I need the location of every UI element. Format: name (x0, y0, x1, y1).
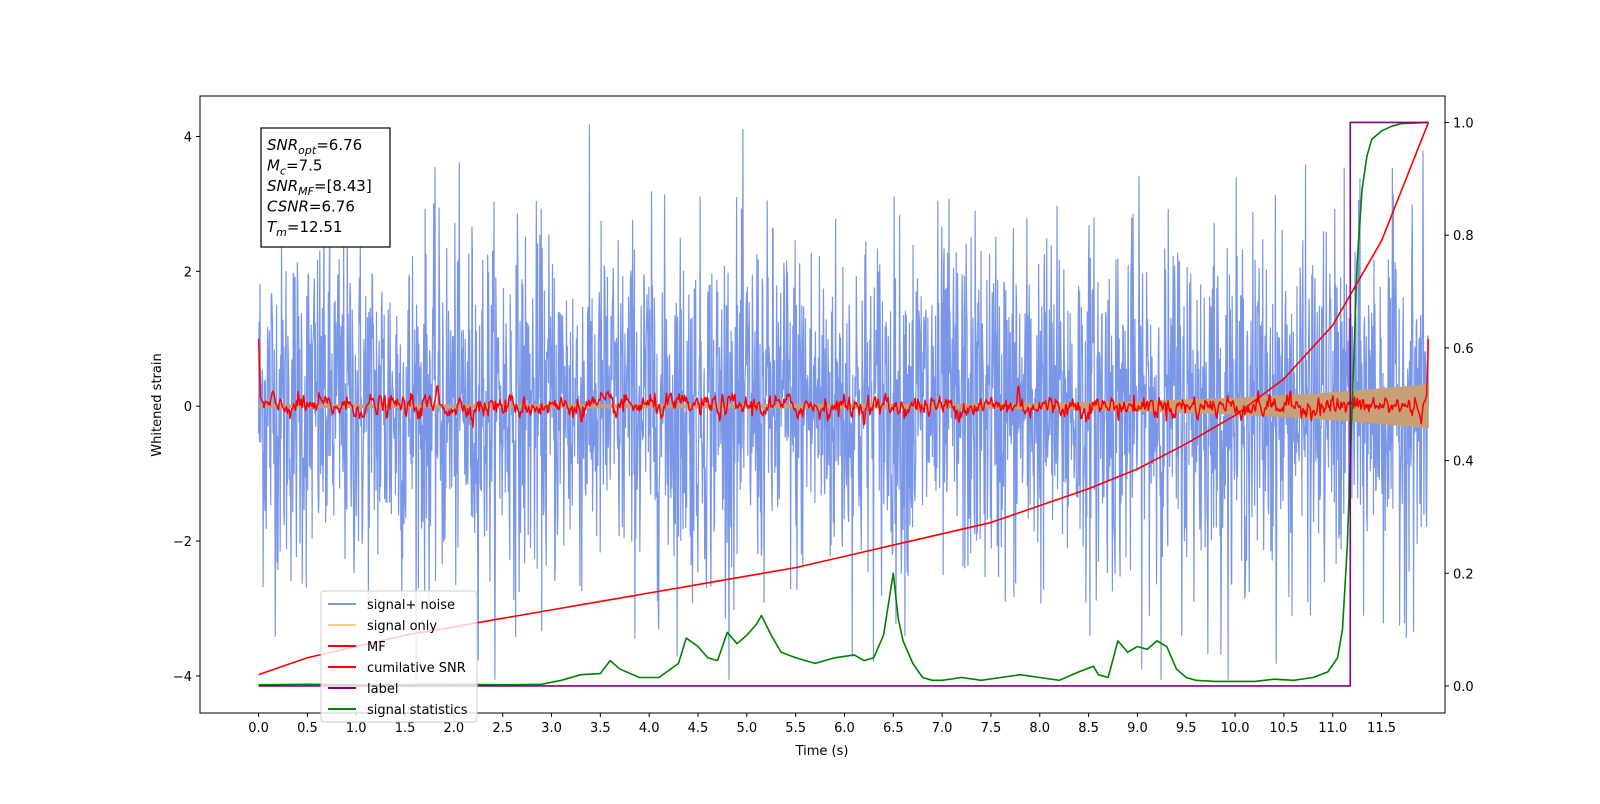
info-line: SNRopt=6.76 (267, 136, 362, 157)
label-line (258, 121, 1429, 687)
y-tick-label: 2 (184, 265, 192, 280)
y-tick-label: −2 (173, 535, 192, 550)
x-tick-label: 10.5 (1269, 721, 1298, 736)
plot-frame (199, 95, 1446, 714)
x-tick-label: 0.0 (248, 721, 269, 736)
legend-label: label (367, 682, 398, 697)
legend-label: MF (367, 640, 386, 655)
x-tick-label: 4.5 (688, 721, 709, 736)
y2-tick-label: 0.0 (1453, 680, 1474, 695)
x-tick-label: 6.0 (834, 721, 855, 736)
info-line: Mc=7.5 (267, 157, 322, 178)
x-tick-label: 3.0 (541, 721, 562, 736)
x-tick-label: 2.5 (492, 721, 513, 736)
signal-statistics-line (258, 121, 1429, 686)
x-tick-label: 5.0 (736, 721, 757, 736)
x-tick-label: 1.0 (346, 721, 367, 736)
x-tick-label: 9.0 (1127, 721, 1148, 736)
legend-label: cumilative SNR (367, 661, 466, 676)
y2-tick-label: 1.0 (1453, 116, 1474, 131)
x-tick-label: 4.0 (639, 721, 660, 736)
legend-label: signal statistics (367, 703, 468, 718)
legend-label: signal only (367, 619, 437, 634)
signal-noise-line (257, 124, 1429, 680)
info-line: CSNR=6.76 (267, 198, 355, 216)
y2-tick-label: 0.4 (1453, 455, 1474, 470)
y-tick-label: 4 (184, 130, 192, 145)
info-line: SNRMF=[8.43] (267, 177, 372, 198)
legend-label: signal+ noise (367, 598, 455, 613)
legend: signal+ noise signal only MF cumilative SNR… (320, 590, 478, 723)
x-tick-label: 2.0 (444, 721, 465, 736)
x-tick-label: 11.0 (1318, 721, 1347, 736)
x-tick-label: 3.5 (590, 721, 611, 736)
x-tick-label: 10.0 (1221, 721, 1250, 736)
legend-frame (320, 590, 478, 723)
x-axis-label: Time (s) (795, 744, 849, 759)
x-tick-label: 1.5 (395, 721, 416, 736)
mf-line (257, 338, 1430, 429)
x-tick-label: 7.0 (932, 721, 953, 736)
y2-tick-label: 0.8 (1453, 229, 1474, 244)
y2-tick-label: 0.2 (1453, 567, 1474, 582)
axes-layer: 0.0 0.5 1.0 1.5 2.0 2.5 3.0 3.5 4.0 4.5 5.0 5.5 6.0 6… (173, 116, 1474, 736)
x-tick-label: 7.5 (981, 721, 1002, 736)
info-box-frame (260, 127, 391, 248)
x-tick-label: 6.5 (883, 721, 904, 736)
x-tick-label: 11.5 (1367, 721, 1396, 736)
x-tick-label: 0.5 (297, 721, 318, 736)
y-tick-label: 0 (184, 400, 192, 415)
x-tick-label: 8.5 (1078, 721, 1099, 736)
x-tick-label: 8.0 (1029, 721, 1050, 736)
info-line: Tm=12.51 (267, 218, 342, 239)
y-tick-label: −4 (173, 670, 192, 685)
x-tick-label: 5.5 (785, 721, 806, 736)
y2-tick-label: 0.6 (1453, 342, 1474, 357)
y-axis-label: Whitened strain (150, 353, 165, 456)
x-tick-label: 9.5 (1176, 721, 1197, 736)
